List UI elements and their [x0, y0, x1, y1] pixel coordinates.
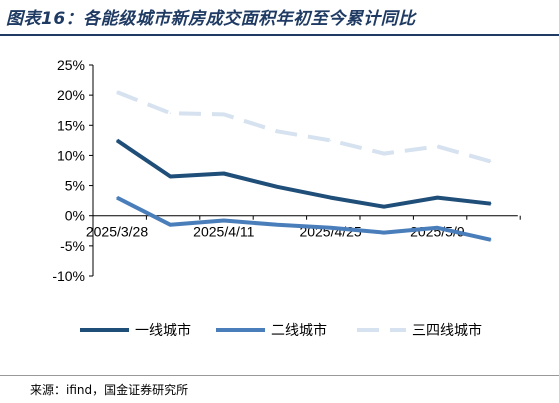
- data-point: [116, 197, 118, 199]
- data-point: [383, 153, 385, 155]
- x-tick-label: 2025/4/11: [193, 224, 254, 240]
- data-point: [490, 203, 492, 205]
- data-point: [223, 172, 225, 175]
- data-point: [490, 160, 492, 163]
- series-line-3: [116, 90, 492, 164]
- chart-axes: -10% -5% 0% 5% 10% 15% 20% 25% 2025/3/28 2025/4/1…: [52, 57, 521, 284]
- data-point: [169, 224, 171, 226]
- data-point: [436, 197, 438, 199]
- data-point: [276, 186, 278, 188]
- data-point: [330, 227, 332, 229]
- series-line-2: [116, 195, 492, 242]
- data-point: [330, 197, 332, 199]
- data-point: [169, 175, 171, 178]
- y-tick-label: -5%: [60, 238, 85, 254]
- data-point: [169, 112, 171, 114]
- data-point: [223, 113, 225, 116]
- legend-label: 一线城市: [135, 322, 191, 339]
- y-tick-label: 0%: [65, 208, 85, 224]
- y-tick-label: 5%: [65, 178, 85, 194]
- y-tick-label: 20%: [57, 87, 85, 103]
- source-note: 来源：ifind，国金证券研究所: [30, 383, 189, 397]
- chart-series: [115, 90, 492, 242]
- chart-legend: 一线城市 二线城市 三四线城市: [80, 322, 482, 339]
- data-point: [383, 231, 385, 234]
- data-point: [436, 145, 438, 147]
- data-point: [276, 130, 278, 132]
- x-tick-label: 2025/3/28: [86, 224, 148, 240]
- data-point: [436, 227, 438, 229]
- source-divider: [0, 375, 559, 376]
- data-point: [383, 206, 385, 208]
- y-tick-label: 10%: [57, 147, 85, 163]
- y-tick-label: 25%: [57, 57, 85, 73]
- series-line-1: [115, 138, 492, 209]
- legend-label: 三四线城市: [412, 322, 482, 339]
- data-point: [330, 139, 332, 141]
- data-point: [116, 139, 118, 141]
- data-point: [490, 239, 492, 241]
- y-tick-label: 15%: [57, 117, 85, 133]
- legend-label: 二线城市: [271, 322, 327, 339]
- data-point: [223, 219, 225, 222]
- y-tick-label: -10%: [52, 268, 85, 284]
- chart-title: 图表16：各能级城市新房成交面积年初至今累计同比: [6, 9, 416, 29]
- title-divider: [0, 34, 559, 36]
- data-point: [276, 224, 278, 226]
- data-point: [116, 91, 118, 93]
